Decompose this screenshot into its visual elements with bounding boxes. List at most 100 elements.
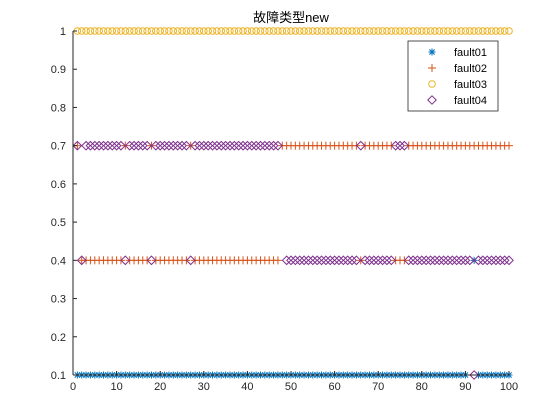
fault04-marker xyxy=(412,255,423,266)
fault04-marker xyxy=(155,140,166,151)
fault03-marker xyxy=(152,27,160,35)
fault04-marker xyxy=(443,255,453,266)
fault04-marker xyxy=(491,255,501,266)
fault03-marker xyxy=(91,27,99,35)
fault04-marker xyxy=(129,140,139,151)
fault03-marker xyxy=(86,27,95,35)
fault04-marker xyxy=(403,255,414,266)
y-tick-label: 0.2 xyxy=(51,332,66,344)
fault03-marker xyxy=(361,27,369,35)
fault03-marker xyxy=(370,27,378,35)
fault04-marker xyxy=(194,140,205,151)
fault03-marker xyxy=(160,27,169,35)
fault03-marker xyxy=(365,27,374,35)
fault03-marker xyxy=(204,27,212,35)
fault04-marker xyxy=(81,140,91,151)
fault04-marker xyxy=(320,255,331,266)
fault04-marker xyxy=(133,140,144,151)
fault04-marker xyxy=(447,255,458,266)
fault03-marker xyxy=(387,27,396,35)
fault03-marker xyxy=(256,27,265,35)
fault04-marker xyxy=(211,140,222,151)
fault04-marker xyxy=(120,255,131,266)
fault04-marker xyxy=(299,255,309,266)
fault03-marker xyxy=(274,27,282,35)
fault04-marker xyxy=(451,255,462,266)
y-tick-label: 1 xyxy=(60,26,66,38)
fault03-marker xyxy=(304,27,313,35)
series-fault03 xyxy=(73,27,513,35)
y-tick-label: 0.6 xyxy=(51,179,66,191)
fault04-marker xyxy=(185,255,196,266)
fault04-marker xyxy=(238,140,248,151)
fault04-marker xyxy=(334,255,344,266)
y-tick-label: 0.5 xyxy=(51,217,66,229)
fault03-marker xyxy=(138,27,147,35)
fault03-marker xyxy=(125,27,134,35)
x-tick-label: 70 xyxy=(372,381,384,393)
y-tick-label: 0.3 xyxy=(51,294,66,306)
fault04-marker xyxy=(464,255,475,266)
fault03-marker xyxy=(117,27,125,35)
fault03-marker xyxy=(465,27,474,35)
fault03-marker xyxy=(278,27,287,35)
x-tick-label: 60 xyxy=(328,381,340,393)
fault03-marker xyxy=(195,27,204,35)
fault04-marker xyxy=(294,255,305,266)
fault03-marker xyxy=(457,27,465,35)
fault04-marker xyxy=(207,140,218,151)
fault04-marker xyxy=(190,140,200,151)
fault04-marker xyxy=(504,255,514,266)
fault03-marker xyxy=(77,27,86,35)
fault03-marker xyxy=(269,27,278,35)
fault03-marker xyxy=(378,27,387,35)
fault04-marker xyxy=(303,255,314,266)
legend-marker-fault03 xyxy=(428,80,436,88)
legend-marker-fault02 xyxy=(428,64,436,72)
fault03-marker xyxy=(282,27,291,35)
x-tick-label: 30 xyxy=(198,381,210,393)
fault03-marker xyxy=(156,27,164,35)
fault04-marker xyxy=(116,140,126,151)
fault03-marker xyxy=(322,27,330,35)
x-tick-label: 100 xyxy=(500,381,518,393)
fault03-marker xyxy=(186,27,195,35)
fault03-marker xyxy=(335,27,343,35)
fault04-marker xyxy=(251,140,262,151)
fault04-marker xyxy=(233,140,244,151)
fault04-marker xyxy=(477,255,488,266)
chart-title: 故障类型new xyxy=(253,10,329,25)
fault03-marker xyxy=(431,27,439,35)
fault03-marker xyxy=(247,27,256,35)
fault04-marker xyxy=(198,140,209,151)
fault04-marker xyxy=(434,255,445,266)
fault03-marker xyxy=(396,27,404,35)
fault03-marker xyxy=(82,27,90,35)
fault03-marker xyxy=(226,27,234,35)
fault03-marker xyxy=(317,27,326,35)
fault04-marker xyxy=(255,140,266,151)
fault02-marker xyxy=(505,141,513,150)
fault03-marker xyxy=(348,27,356,35)
fault04-marker xyxy=(399,140,410,151)
fault04-marker xyxy=(329,255,340,266)
fault04-marker xyxy=(290,255,301,266)
fault04-marker xyxy=(495,255,506,266)
fault03-marker xyxy=(418,27,426,35)
fault04-marker xyxy=(429,255,440,266)
fault03-marker xyxy=(234,27,243,35)
fault04-marker xyxy=(72,140,83,151)
fault04-marker xyxy=(377,255,388,266)
fault03-marker xyxy=(422,27,430,35)
fault04-marker xyxy=(347,255,357,266)
legend-marker-fault04 xyxy=(427,95,437,105)
fault03-marker xyxy=(330,27,339,35)
fault03-marker xyxy=(374,27,383,35)
fault04-marker xyxy=(425,255,436,266)
fault03-marker xyxy=(400,27,409,35)
fault03-marker xyxy=(169,27,178,35)
fault04-marker xyxy=(312,255,323,266)
fault03-marker xyxy=(343,27,352,35)
fault03-marker xyxy=(243,27,252,35)
fault04-marker xyxy=(408,255,418,266)
